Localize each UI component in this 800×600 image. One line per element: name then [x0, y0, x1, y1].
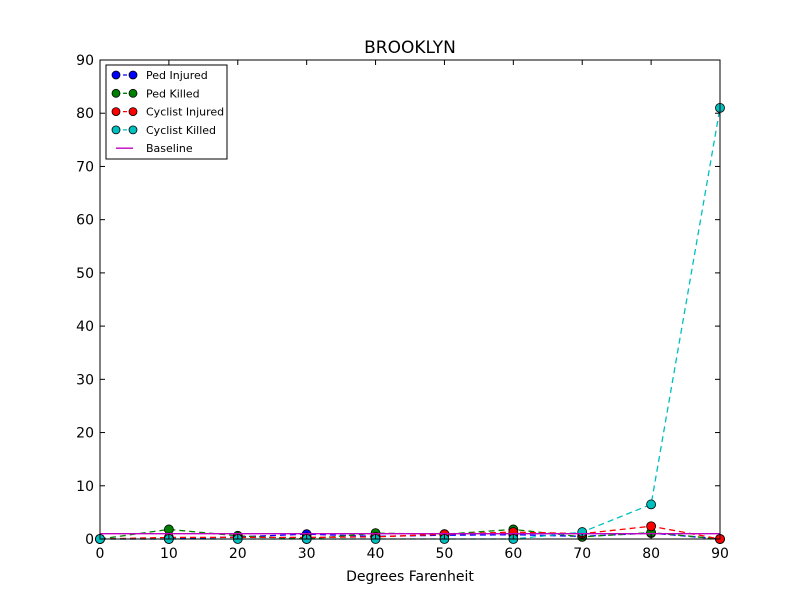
legend-swatch-marker-ped-killed — [128, 88, 138, 98]
plot-area: 0 10 20 30 40 50 60 70 80 90 0 10 20 30 40 50 60 70 80 90 — [76, 53, 729, 562]
y-tick-label: 90 — [76, 53, 94, 69]
y-tick-label: 80 — [76, 106, 94, 122]
legend-swatch-marker-cyclist-killed — [128, 125, 138, 135]
x-tick-label: 60 — [504, 546, 522, 562]
x-tick-label: 40 — [367, 546, 385, 562]
legend: Ped Injured Ped Killed Cyclist Injured Cycl… — [105, 64, 228, 160]
x-tick-label: 70 — [573, 546, 591, 562]
x-tick-label: 0 — [96, 546, 105, 562]
chart-title: BROOKLYN — [364, 38, 456, 58]
legend-label-cyclist-injured: Cyclist Injured — [146, 106, 224, 119]
x-tick-label: 30 — [298, 546, 316, 562]
x-tick-label: 10 — [160, 546, 178, 562]
x-tick-label: 50 — [436, 546, 454, 562]
y-tick-label: 30 — [76, 372, 94, 388]
series-line-cyclist-injured — [99, 525, 721, 540]
x-axis-label: Degrees Farenheit — [346, 569, 474, 585]
y-axis-ticks: 0 10 20 30 40 50 60 70 80 90 — [76, 53, 720, 548]
legend-swatch-marker-cyclist-injured — [111, 107, 121, 116]
y-tick-label: 10 — [76, 479, 94, 495]
y-tick-label: 20 — [76, 426, 94, 442]
legend-label-ped-killed: Ped Killed — [146, 87, 200, 100]
legend-swatch-marker-cyclist-injured — [128, 107, 138, 116]
legend-swatch-marker-ped-killed — [111, 88, 121, 98]
x-axis-ticks: 0 10 20 30 40 50 60 70 80 90 — [96, 60, 729, 562]
y-tick-label: 60 — [76, 213, 94, 229]
legend-label-baseline: Baseline — [146, 142, 193, 155]
legend-swatch-marker-cyclist-killed — [111, 125, 121, 135]
data-point-cyclist-injured — [646, 521, 657, 532]
y-tick-label: 70 — [76, 159, 94, 175]
y-tick-label: 50 — [76, 266, 94, 282]
x-tick-label: 20 — [229, 546, 247, 562]
y-tick-label: 0 — [85, 532, 94, 548]
data-point-cyclist-killed — [646, 499, 657, 510]
legend-label-cyclist-killed: Cyclist Killed — [146, 124, 216, 137]
legend-label-ped-injured: Ped Injured — [146, 69, 208, 82]
plot-frame — [99, 59, 721, 540]
y-tick-label: 40 — [76, 319, 94, 335]
x-tick-label: 80 — [642, 546, 660, 562]
x-tick-label: 90 — [711, 546, 729, 562]
legend-swatch-marker-ped-injured — [111, 70, 121, 80]
legend-swatch-marker-ped-injured — [128, 70, 138, 80]
